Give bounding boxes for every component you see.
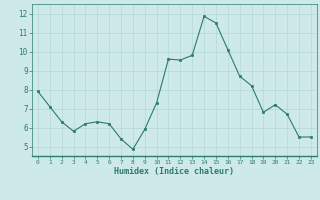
X-axis label: Humidex (Indice chaleur): Humidex (Indice chaleur) bbox=[115, 167, 234, 176]
